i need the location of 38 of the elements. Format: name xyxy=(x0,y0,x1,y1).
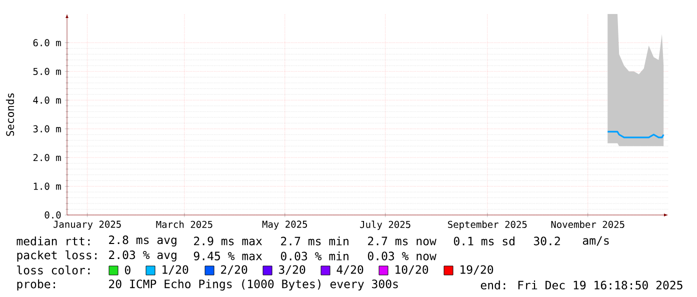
text: 2/20 xyxy=(221,265,248,275)
y-tick-label: 2.0 m xyxy=(33,154,61,162)
y-tick-label: 0.0 xyxy=(44,211,61,219)
text: 1/20 xyxy=(162,265,188,275)
text: 2.7 ms min xyxy=(281,236,348,246)
x-tick-label: November 2025 xyxy=(551,220,624,228)
text: median rtt: xyxy=(16,236,90,246)
y-tick-label: 4.0 m xyxy=(33,96,61,104)
text: 2.8 ms avg xyxy=(109,235,176,246)
text: 2.03 % avg xyxy=(109,250,176,262)
text: loss color: xyxy=(17,266,90,274)
text: 10/20 xyxy=(396,265,428,275)
y-tick-label: 5.0 m xyxy=(33,68,61,76)
x-tick-label: January 2025 xyxy=(53,220,121,230)
text: 20 ICMP Echo Pings (1000 Bytes) every 300s xyxy=(109,279,398,291)
text: packet loss: xyxy=(17,250,97,262)
text: 19/20 xyxy=(460,265,494,275)
text: 0.03 % now xyxy=(368,252,436,260)
text: 30.2 xyxy=(534,236,560,246)
x-tick-label: September 2025 xyxy=(448,220,527,230)
text: end: Fri Dec 19 16:18:50 2025 xyxy=(480,280,682,290)
text: 0 xyxy=(124,266,130,274)
x-tick-label: May 2025 xyxy=(262,220,307,230)
y-tick-label: 1.0 m xyxy=(34,182,61,190)
text: 0.03 % min xyxy=(280,252,348,260)
text: 9.45 % max xyxy=(194,252,262,260)
text: 4/20 xyxy=(336,265,364,275)
text: 0.1 ms sd xyxy=(454,236,514,246)
text: am/s xyxy=(582,236,609,246)
text: 2.9 ms max xyxy=(194,236,262,246)
text: 3/20 xyxy=(278,265,306,275)
text: probe: xyxy=(17,279,55,291)
x-tick-label: July 2025 xyxy=(360,220,410,230)
y-axis-title: Seconds xyxy=(6,93,14,136)
y-tick-label: 3.0 m xyxy=(33,125,61,132)
x-tick-label: March 2025 xyxy=(156,220,212,228)
y-tick-label: 6.0 m xyxy=(33,39,61,46)
text: 2.7 ms now xyxy=(368,236,436,246)
